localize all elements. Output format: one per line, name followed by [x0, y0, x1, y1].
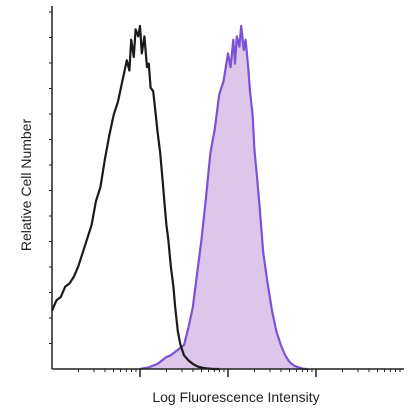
- stained-histogram-fill: [140, 26, 308, 369]
- stained-histogram-line: [139, 24, 308, 371]
- plot-area: [50, 24, 308, 371]
- y-axis-label: Relative Cell Number: [18, 119, 34, 252]
- x-axis-label: Log Fluorescence Intensity: [152, 389, 319, 405]
- axis-ticks: [49, 11, 401, 377]
- control-histogram-line: [50, 24, 220, 371]
